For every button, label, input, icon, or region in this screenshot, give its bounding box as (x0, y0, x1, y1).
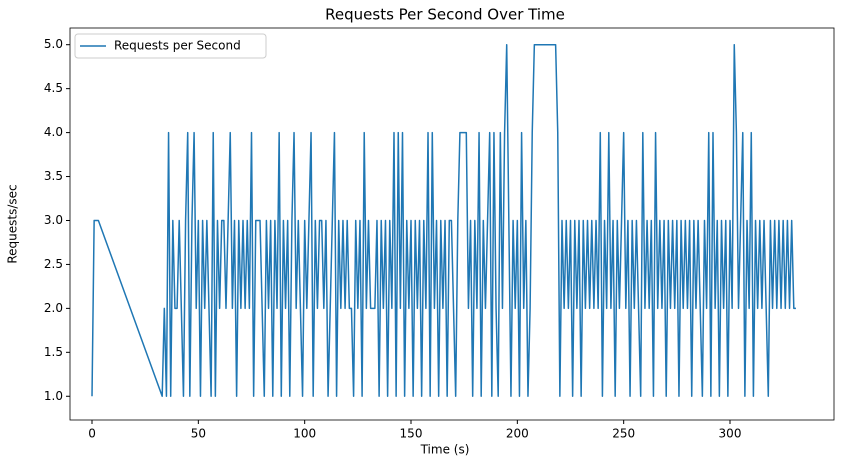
y-tick-label: 3.5 (44, 169, 63, 183)
x-tick-label: 100 (293, 427, 316, 441)
y-tick-label: 2.5 (44, 257, 63, 271)
x-tick-label: 150 (400, 427, 423, 441)
legend-box (74, 33, 267, 59)
y-tick-label: 5.0 (44, 37, 63, 51)
y-tick-label: 3.0 (44, 213, 63, 227)
plot-frame (69, 27, 835, 421)
x-tick-label: 200 (506, 427, 529, 441)
x-tick-label: 0 (88, 427, 96, 441)
y-tick-label: 1.0 (44, 389, 63, 403)
x-tick-label: 300 (719, 427, 742, 441)
legend-label: Requests per Second (114, 39, 241, 53)
y-axis-label: Requests/sec (6, 184, 20, 263)
x-tick-label: 50 (191, 427, 206, 441)
y-tick-label: 1.5 (44, 345, 63, 359)
y-tick-label: 4.5 (44, 81, 63, 95)
x-axis-label: Time (s) (420, 443, 470, 457)
chart-title: Requests Per Second Over Time (325, 6, 565, 24)
data-line (91, 43, 796, 398)
y-tick-label: 4.0 (44, 125, 63, 139)
y-tick-label: 2.0 (44, 301, 63, 315)
x-tick-label: 250 (612, 427, 635, 441)
